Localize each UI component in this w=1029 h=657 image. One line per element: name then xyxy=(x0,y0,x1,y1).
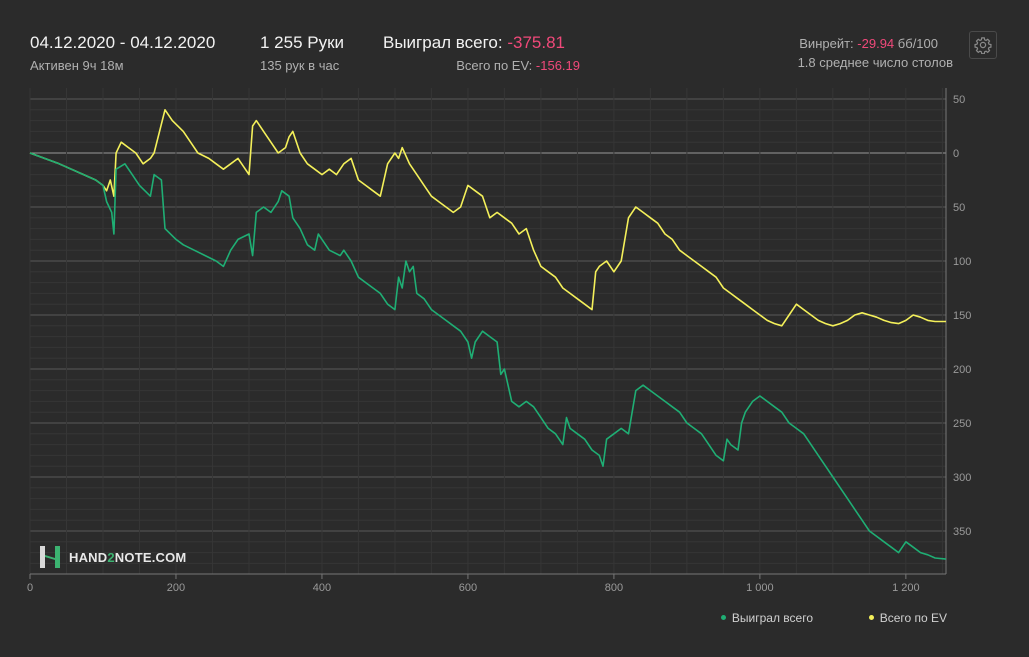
winrate: Винрейт: -29.94 бб/100 xyxy=(799,36,938,51)
series-line-won xyxy=(29,152,947,560)
x-tick-label: 800 xyxy=(605,582,623,594)
y-tick-label: 150 xyxy=(953,310,971,322)
hands-count: 1 255 Руки xyxy=(260,33,345,52)
y-tick-label: 50 xyxy=(953,202,965,214)
x-tick-label: 200 xyxy=(167,582,185,594)
won-total: Выиграл всего: -375.81 xyxy=(383,33,565,53)
hand2note-logo: HAND2NOTE.COM xyxy=(39,545,186,569)
winrate-label: Винрейт: xyxy=(799,36,854,51)
series-line-ev xyxy=(29,109,946,327)
header: 04.12.2020 - 04.12.2020 Активен 9ч 18м 1… xyxy=(0,0,1029,90)
y-tick-label: 300 xyxy=(953,472,971,484)
hand2note-logo-icon xyxy=(40,546,60,568)
y-tick-label: 350 xyxy=(953,526,971,538)
legend-won-label: Выиграл всего xyxy=(731,611,813,625)
gear-icon xyxy=(974,37,992,54)
ev-value: -156.19 xyxy=(535,58,580,73)
x-tick-label: 400 xyxy=(313,582,331,594)
y-tick-label: 200 xyxy=(953,364,971,376)
date-range: 04.12.2020 - 04.12.2020 xyxy=(30,33,216,52)
winrate-value: -29.94 xyxy=(857,36,895,51)
ev-total: Всего по EV: -156.19 xyxy=(456,58,580,73)
y-tick-label: 50 xyxy=(953,94,965,106)
winrate-unit: бб/100 xyxy=(897,36,938,51)
hand2note-logo-text: HAND2NOTE.COM xyxy=(69,549,187,565)
y-tick-label: 250 xyxy=(953,418,971,430)
legend-item-ev[interactable]: Всего по EV xyxy=(868,611,947,625)
y-axis: 50 0 50 100 150 200 250 300 350 xyxy=(953,94,971,538)
avg-tables: 1.8 среднее число столов xyxy=(797,55,953,70)
won-value: -375.81 xyxy=(507,33,566,52)
ev-label: Всего по EV: xyxy=(456,58,533,73)
chart-series xyxy=(29,109,947,560)
y-tick-label: 100 xyxy=(953,256,971,268)
x-tick-label: 1 000 xyxy=(746,582,774,594)
x-tick-label: 1 200 xyxy=(892,582,920,594)
legend-won-swatch xyxy=(720,615,726,621)
legend-ev-swatch xyxy=(868,615,874,621)
legend-item-won[interactable]: Выиграл всего xyxy=(720,611,813,625)
x-tick-label: 600 xyxy=(459,582,477,594)
active-time: Активен 9ч 18м xyxy=(30,58,124,73)
y-tick-label: 0 xyxy=(953,148,959,160)
x-tick-label: 0 xyxy=(27,582,33,594)
won-label: Выиграл всего: xyxy=(383,33,503,52)
settings-button[interactable] xyxy=(969,31,997,59)
legend-ev-label: Всего по EV xyxy=(879,611,947,625)
hands-per-hour: 135 рук в час xyxy=(260,58,340,73)
x-axis: 0 200 400 600 800 1 000 1 200 xyxy=(27,574,920,594)
chart-grid xyxy=(29,88,947,575)
